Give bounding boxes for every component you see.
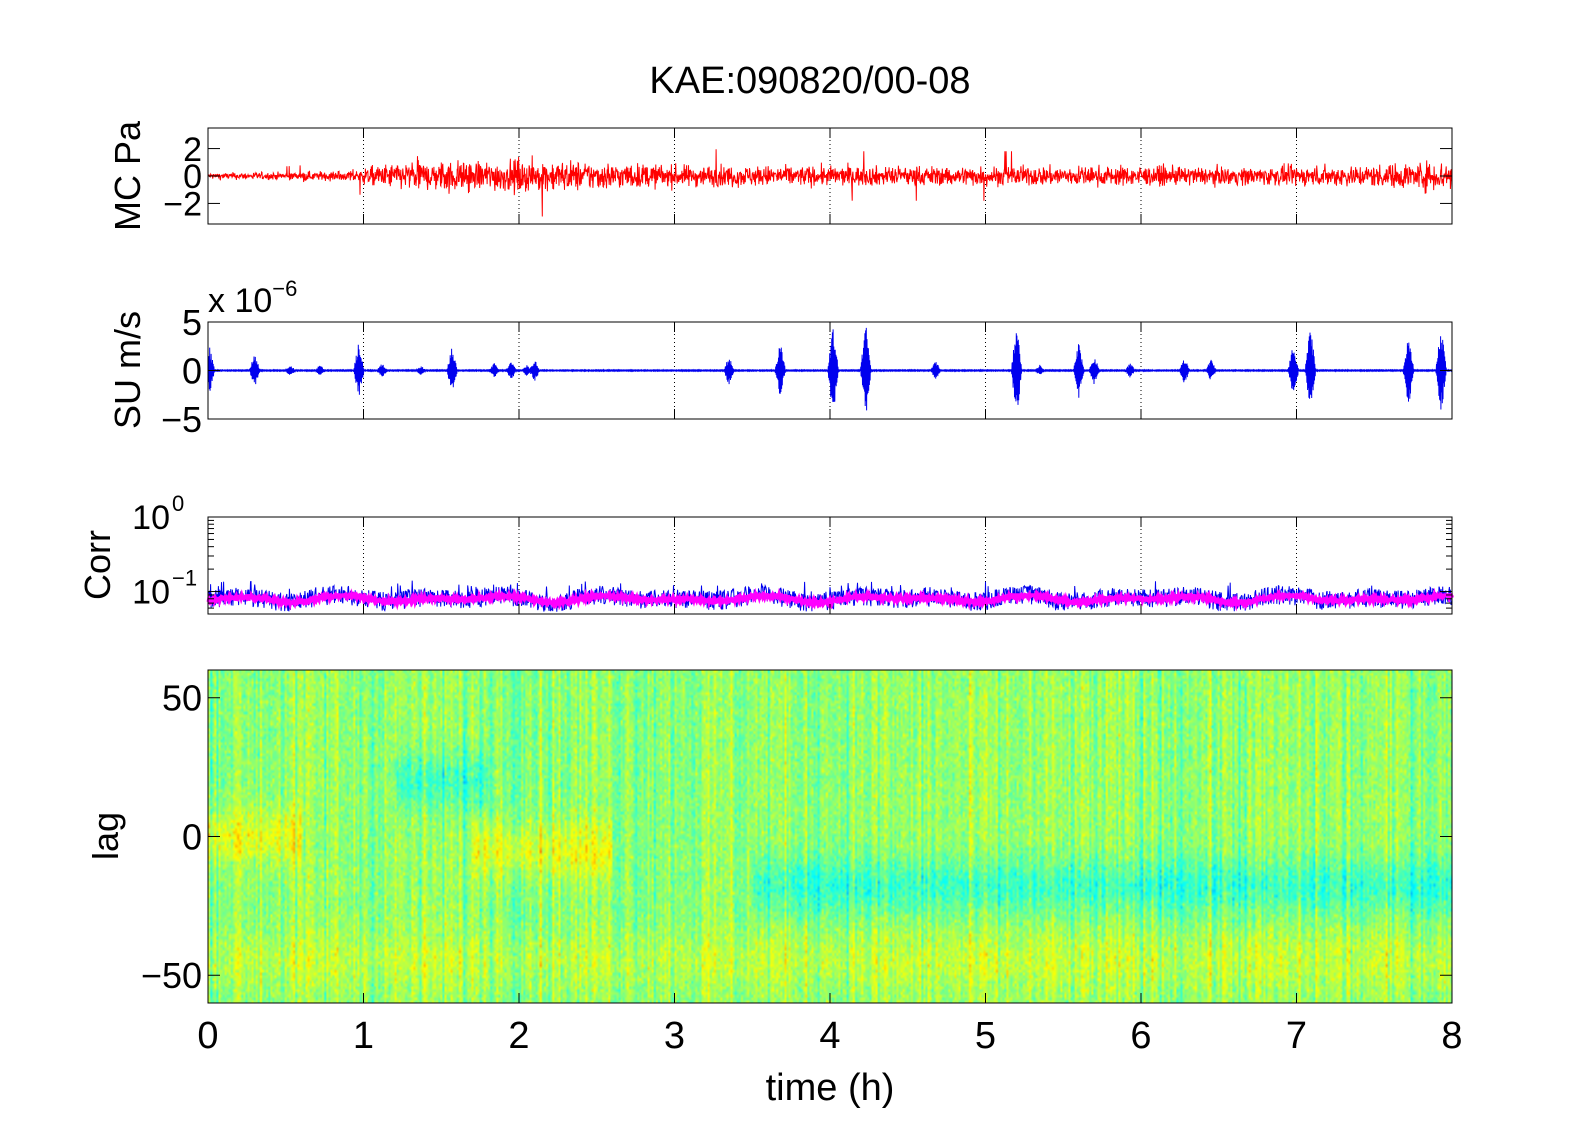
mc-y-axis-label: MC Pa bbox=[107, 120, 148, 231]
lag-y-ticks: 50 0 −50 bbox=[141, 678, 1453, 1003]
x-tick-label: 1 bbox=[353, 1015, 374, 1057]
y-tick-label: 10 bbox=[132, 574, 170, 612]
y-tick-label: −50 bbox=[141, 955, 202, 996]
y-tick-label: 50 bbox=[162, 678, 202, 719]
su-series-line bbox=[207, 327, 1453, 411]
y-tick-label: −2 bbox=[163, 186, 202, 224]
corr-y-axis-label: Corr bbox=[77, 530, 118, 600]
y-tick-label: 0 bbox=[182, 350, 202, 391]
su-y-axis-label: SU m/s bbox=[107, 311, 148, 429]
y-tick-label: 0 bbox=[183, 158, 202, 196]
x-tick-label: 0 bbox=[197, 1015, 218, 1057]
x-tick-label: 3 bbox=[664, 1015, 685, 1057]
lag-panel: 50 0 −50 lag bbox=[85, 669, 1453, 1004]
corr-raw-series-line bbox=[207, 580, 1453, 612]
y-tick-exponent: −1 bbox=[172, 566, 197, 591]
x-tick-label: 4 bbox=[819, 1015, 840, 1057]
y-tick-label: 5 bbox=[182, 302, 202, 343]
x-tick-labels: 0 1 2 3 4 5 6 7 8 bbox=[197, 1015, 1462, 1057]
mc-y-ticks: 20−2 bbox=[163, 128, 1453, 224]
su-exponent-base: x 10 bbox=[208, 282, 272, 320]
lag-y-axis-label: lag bbox=[85, 812, 126, 860]
mc-panel: 20−2 MC Pa bbox=[107, 120, 1453, 231]
y-tick-label: 2 bbox=[183, 131, 202, 169]
corr-log-minor-ticks bbox=[208, 519, 1452, 609]
su-panel: 5 0 −5 SU m/s x 10−6 bbox=[107, 276, 1453, 440]
y-tick-label: 0 bbox=[182, 816, 202, 857]
mc-series-line bbox=[207, 149, 1453, 217]
su-y-ticks: 5 0 −5 bbox=[161, 302, 1453, 440]
x-tick-label: 7 bbox=[1286, 1015, 1307, 1057]
y-tick-exponent: 0 bbox=[172, 491, 184, 516]
x-tick-label: 6 bbox=[1130, 1015, 1151, 1057]
su-exponent-label: x 10−6 bbox=[208, 276, 297, 320]
lag-heatmap bbox=[208, 670, 1452, 1003]
x-axis-label: time (h) bbox=[766, 1067, 895, 1109]
y-tick-label: −5 bbox=[161, 399, 202, 440]
x-tick-label: 5 bbox=[975, 1015, 996, 1057]
x-tick-label: 2 bbox=[508, 1015, 529, 1057]
chart-title: KAE:090820/00-08 bbox=[649, 60, 970, 102]
su-exponent-power: −6 bbox=[272, 276, 297, 301]
corr-smooth-series-line bbox=[206, 587, 1454, 612]
x-tick-label: 8 bbox=[1441, 1015, 1462, 1057]
y-tick-label: 10 bbox=[132, 499, 170, 537]
